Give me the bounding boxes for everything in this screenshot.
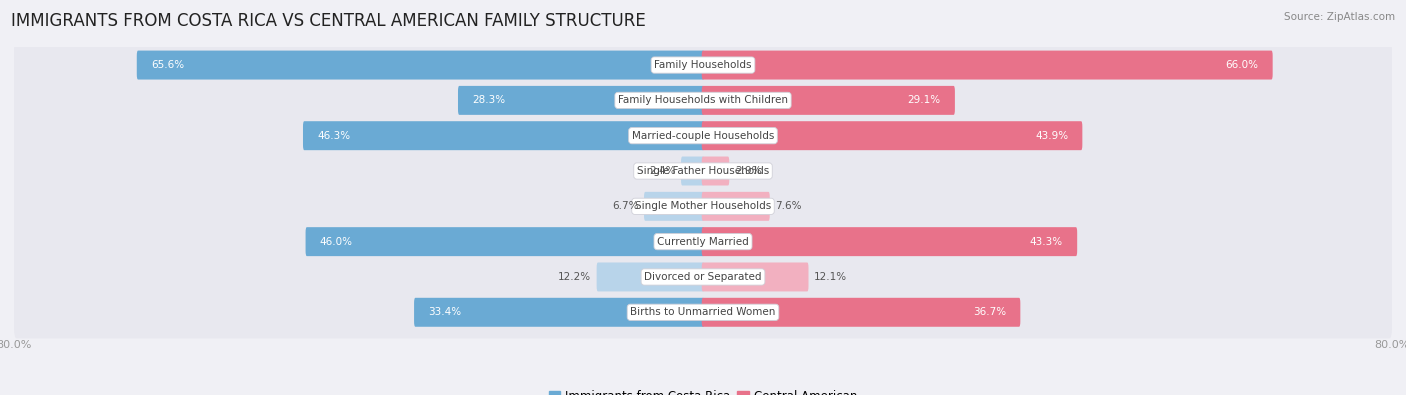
FancyBboxPatch shape [702,51,1272,79]
FancyBboxPatch shape [681,156,704,186]
FancyBboxPatch shape [702,263,808,292]
Text: 65.6%: 65.6% [150,60,184,70]
Text: 36.7%: 36.7% [973,307,1007,317]
FancyBboxPatch shape [14,180,1392,233]
FancyBboxPatch shape [702,121,1083,150]
Text: 12.1%: 12.1% [814,272,848,282]
FancyBboxPatch shape [644,192,704,221]
Text: 46.0%: 46.0% [319,237,353,246]
Text: 33.4%: 33.4% [429,307,461,317]
Text: 43.3%: 43.3% [1029,237,1063,246]
Text: 80.0%: 80.0% [0,340,32,350]
FancyBboxPatch shape [702,86,955,115]
Text: Family Households with Children: Family Households with Children [619,95,787,105]
Text: 2.4%: 2.4% [650,166,675,176]
Text: IMMIGRANTS FROM COSTA RICA VS CENTRAL AMERICAN FAMILY STRUCTURE: IMMIGRANTS FROM COSTA RICA VS CENTRAL AM… [11,12,645,30]
FancyBboxPatch shape [702,156,730,186]
Text: Births to Unmarried Women: Births to Unmarried Women [630,307,776,317]
Text: 28.3%: 28.3% [472,95,505,105]
Text: Family Households: Family Households [654,60,752,70]
Legend: Immigrants from Costa Rica, Central American: Immigrants from Costa Rica, Central Amer… [544,385,862,395]
FancyBboxPatch shape [305,227,704,256]
Text: Single Mother Households: Single Mother Households [636,201,770,211]
Text: 66.0%: 66.0% [1226,60,1258,70]
FancyBboxPatch shape [596,263,704,292]
FancyBboxPatch shape [14,251,1392,303]
Text: 12.2%: 12.2% [558,272,591,282]
Text: 7.6%: 7.6% [775,201,801,211]
FancyBboxPatch shape [14,74,1392,126]
Text: 6.7%: 6.7% [612,201,638,211]
FancyBboxPatch shape [302,121,704,150]
FancyBboxPatch shape [702,192,769,221]
FancyBboxPatch shape [458,86,704,115]
FancyBboxPatch shape [14,39,1392,91]
FancyBboxPatch shape [415,298,704,327]
Text: Source: ZipAtlas.com: Source: ZipAtlas.com [1284,12,1395,22]
Text: Divorced or Separated: Divorced or Separated [644,272,762,282]
FancyBboxPatch shape [14,109,1392,162]
FancyBboxPatch shape [14,286,1392,339]
Text: 2.9%: 2.9% [735,166,762,176]
Text: 29.1%: 29.1% [907,95,941,105]
FancyBboxPatch shape [702,298,1021,327]
Text: Currently Married: Currently Married [657,237,749,246]
FancyBboxPatch shape [702,227,1077,256]
Text: Married-couple Households: Married-couple Households [631,131,775,141]
Text: Single Father Households: Single Father Households [637,166,769,176]
FancyBboxPatch shape [136,51,704,79]
FancyBboxPatch shape [14,145,1392,197]
Text: 43.9%: 43.9% [1035,131,1069,141]
Text: 46.3%: 46.3% [318,131,350,141]
Text: 80.0%: 80.0% [1374,340,1406,350]
FancyBboxPatch shape [14,216,1392,268]
